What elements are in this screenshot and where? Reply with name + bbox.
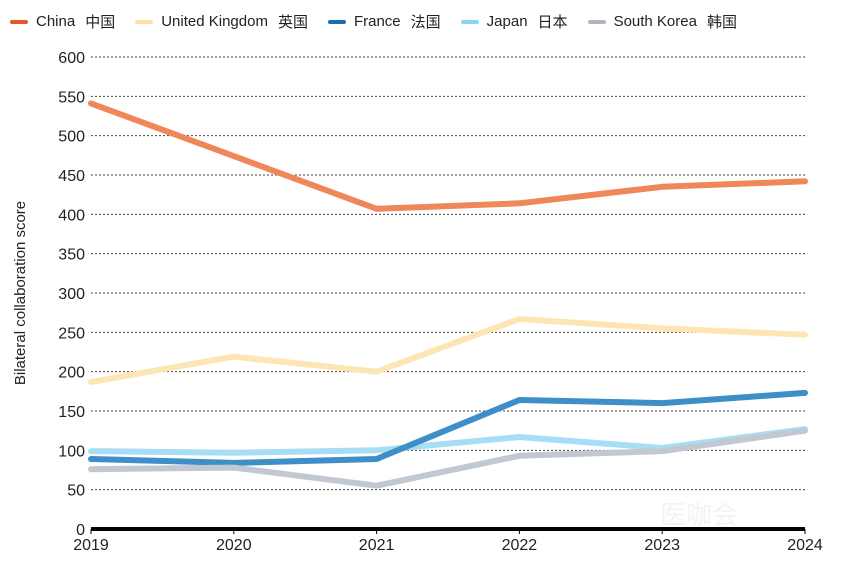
y-tick-label: 600 [58,50,85,67]
y-tick-label: 150 [58,404,85,421]
y-tick-label: 200 [58,365,85,382]
x-tick-label: 2020 [216,537,252,554]
y-tick-label: 350 [58,247,85,264]
series-line-south-korea [88,427,808,489]
legend-label-cn: 日本 [537,13,568,31]
series-line-china [88,100,808,212]
legend-swatch [135,19,154,24]
series-lines [88,100,808,489]
legend-swatch [587,19,606,24]
y-axis-ticks: 0 50 100 150 200 250 300 350 400 450 500 550 600 [58,50,85,539]
legend-swatch [327,19,346,24]
legend-label-cn: 法国 [410,13,441,31]
x-tick-label: 2022 [502,537,538,554]
y-tick-label: 0 [76,522,85,539]
x-tick-label: 2021 [359,537,395,554]
legend-item: South Korea 韩国 [587,11,737,32]
legend-label: China [36,13,76,30]
gridlines [91,56,805,491]
series-line-france [88,389,808,466]
legend-label: United Kingdom [161,13,268,30]
legend-item: United Kingdom 英国 [135,11,308,32]
legend-item: Japan 日本 [460,11,568,32]
legend-label-cn: 韩国 [706,13,737,31]
x-tick-label: 2019 [73,537,109,554]
y-tick-label: 450 [58,168,85,185]
legend-label: South Korea [613,13,697,30]
legend-item: France 法国 [327,11,441,32]
legend-label-cn: 英国 [277,13,308,31]
y-tick-label: 400 [58,207,85,224]
series-line-united-kingdom [88,316,808,385]
y-tick-label: 550 [58,89,85,106]
legend-label: France [353,13,401,30]
y-tick-label: 500 [58,129,85,146]
x-tick-label: 2024 [787,537,823,554]
legend-swatch [10,19,28,24]
watermark: 医咖会 [660,501,739,531]
legend: China 中国 United Kingdom 英国 France 法国 Japan 日本 So… [10,11,757,32]
y-axis-label: Bilateral collaboration score [12,201,29,385]
legend-label-cn: 中国 [85,13,116,31]
y-tick-label: 300 [58,286,85,303]
legend-label: Japan [486,13,528,30]
x-tick-label: 2023 [644,537,680,554]
legend-item: China 中国 [10,11,115,32]
y-tick-label: 50 [67,483,85,500]
x-axis-ticks: 2019 2020 2021 2022 2023 2024 [73,527,823,554]
legend-swatch [460,19,479,24]
y-tick-label: 250 [58,325,85,342]
y-tick-label: 100 [58,443,85,460]
